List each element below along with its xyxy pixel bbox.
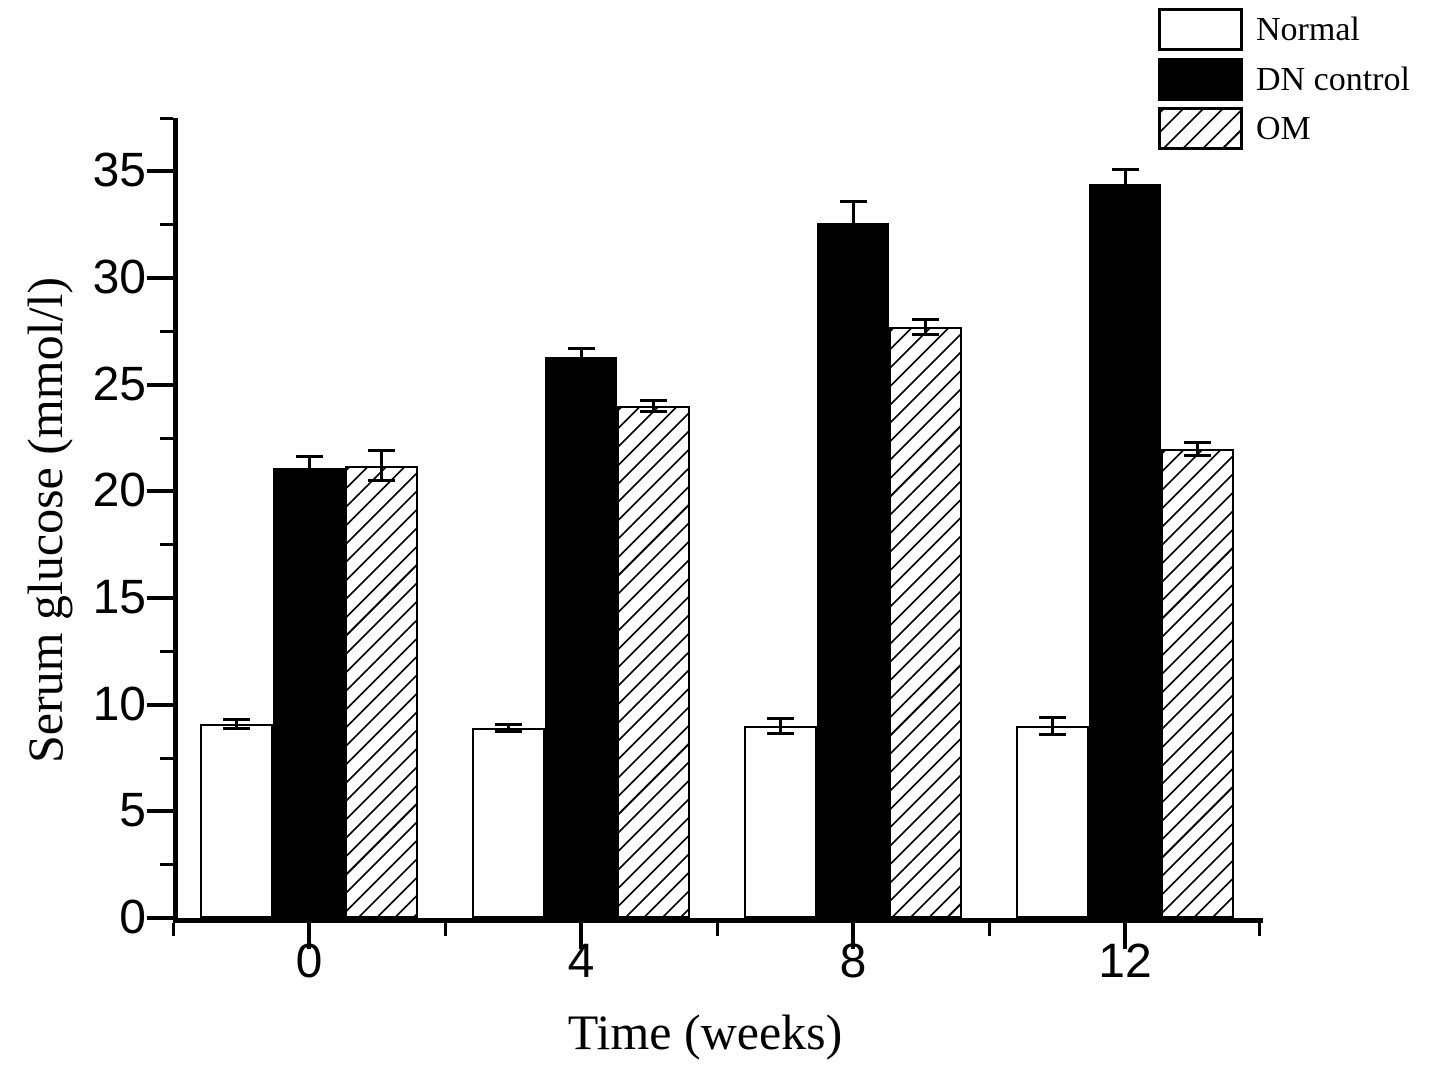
bar-normal [471, 728, 545, 918]
x-minor-tick [172, 923, 175, 936]
bar-dn-control [816, 222, 890, 918]
y-major-tick [147, 809, 173, 814]
error-bar-cap [1184, 453, 1212, 457]
x-minor-tick [1258, 923, 1261, 936]
legend-swatch-dn-control [1158, 57, 1243, 101]
x-tick-label: 4 [567, 935, 595, 988]
error-bar-cap [1184, 440, 1212, 444]
legend-swatch-om [1158, 107, 1243, 150]
error-bar-stem [506, 724, 510, 732]
error-bar-stem [307, 456, 311, 468]
bar-normal [743, 726, 817, 918]
y-minor-tick [160, 436, 173, 440]
legend-label-om: OM [1256, 110, 1311, 147]
y-tick-label: 25 [92, 357, 146, 411]
error-bar-cap [1038, 733, 1066, 737]
y-tick-label: 35 [92, 144, 146, 198]
x-minor-tick [988, 923, 991, 936]
bar-normal [199, 723, 273, 918]
y-tick-label: 5 [119, 784, 146, 838]
y-tick-label: 15 [92, 571, 146, 624]
error-bar-cap [368, 479, 396, 483]
error-bar-cap [839, 199, 867, 203]
bar-om [1161, 448, 1235, 918]
y-tick-label: 10 [92, 677, 146, 731]
y-tick-label: 30 [92, 251, 146, 304]
error-bar-stem [851, 201, 855, 223]
x-tick-label: 0 [295, 935, 323, 988]
bar-om [617, 406, 691, 918]
x-axis-title: Time (weeks) [567, 1004, 843, 1060]
legend-label-dn-control: DN control [1256, 60, 1410, 98]
y-minor-tick [160, 329, 173, 333]
y-major-tick [147, 596, 173, 600]
error-bar-cap [912, 318, 940, 322]
error-bar-cap [222, 718, 250, 722]
x-major-tick [1123, 923, 1127, 949]
y-tick-label: 0 [119, 891, 146, 944]
bar-om [345, 465, 419, 918]
y-minor-tick [160, 116, 173, 120]
error-bar-cap [640, 399, 668, 403]
bar-dn-control [544, 356, 618, 918]
y-minor-tick [160, 756, 173, 760]
y-minor-tick [160, 543, 173, 547]
y-major-tick [147, 916, 173, 920]
y-major-tick [147, 382, 173, 387]
y-minor-tick [160, 649, 173, 653]
y-axis-line [173, 118, 178, 923]
x-minor-tick [716, 923, 719, 936]
error-bar-stem [1123, 169, 1127, 185]
y-minor-tick [160, 863, 173, 867]
error-bar-cap [1038, 715, 1066, 719]
error-bar-cap [567, 346, 595, 350]
bar-dn-control [272, 467, 346, 918]
error-bar-cap [494, 723, 522, 727]
error-bar-stem [1196, 442, 1200, 456]
error-bar-cap [295, 454, 323, 458]
x-tick-label: 8 [839, 935, 867, 988]
error-bar-cap [494, 729, 522, 733]
error-bar-cap [766, 731, 794, 735]
error-bar-stem [234, 719, 238, 729]
x-major-tick [579, 923, 583, 949]
error-bar-stem [652, 400, 656, 412]
y-major-tick [147, 276, 173, 280]
legend-label-normal: Normal [1256, 11, 1360, 48]
x-axis-line [173, 918, 1263, 923]
legend-swatch-normal [1158, 8, 1243, 51]
error-bar-stem [778, 718, 782, 734]
error-bar-cap [640, 409, 668, 413]
bar-dn-control [1088, 184, 1162, 918]
y-major-tick [147, 702, 173, 707]
x-major-tick [307, 923, 311, 949]
error-bar-cap [1111, 167, 1139, 171]
x-tick-label: 12 [1098, 935, 1152, 988]
x-minor-tick [444, 923, 447, 936]
y-major-tick [147, 489, 173, 494]
error-bar-stem [924, 319, 928, 335]
error-bar-cap [912, 333, 940, 337]
error-bar-cap [222, 726, 250, 730]
error-bar-stem [579, 348, 583, 357]
y-minor-tick [160, 223, 173, 227]
error-bar-stem [1050, 717, 1054, 735]
x-major-tick [851, 923, 855, 949]
bar-om [889, 327, 963, 918]
bar-normal [1015, 726, 1089, 918]
y-major-tick [147, 169, 173, 174]
error-bar-cap [368, 449, 396, 453]
y-tick-label: 20 [92, 464, 146, 518]
error-bar-cap [766, 717, 794, 721]
error-bar-stem [380, 450, 384, 481]
